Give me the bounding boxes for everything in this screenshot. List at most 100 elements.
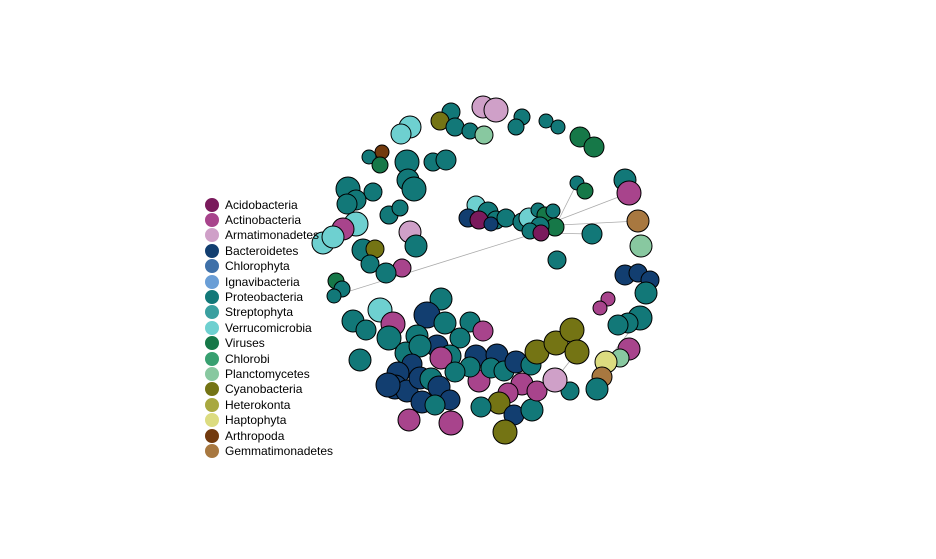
network-node [545, 203, 561, 219]
legend-item-chlorophyta: Chlorophyta [205, 259, 333, 274]
legend-item-proteobacteria: Proteobacteria [205, 289, 333, 305]
legend: Acidobacteria Actinobacteria Armatimonad… [205, 197, 333, 459]
network-node [564, 339, 590, 365]
network-node [559, 317, 585, 343]
legend-swatch [205, 351, 219, 366]
network-node [371, 156, 389, 174]
network-node [435, 149, 457, 171]
network-node [616, 180, 642, 206]
network-node [348, 348, 372, 372]
legend-swatch [205, 290, 219, 305]
legend-label: Proteobacteria [225, 290, 304, 305]
legend-label: Gemmatimonadetes [225, 443, 334, 458]
network-node [629, 234, 653, 258]
network-node [424, 394, 446, 416]
legend-item-haptophyta: Haptophyta [205, 412, 333, 428]
legend-swatch [205, 243, 219, 258]
network-node [634, 281, 658, 305]
legend-item-actinobacteria: Actinobacteria [205, 212, 333, 228]
network-node [375, 372, 401, 398]
legend-item-verrucomicrobia: Verrucomicrobia [205, 320, 333, 335]
network-node [397, 408, 421, 432]
network-node [376, 325, 402, 351]
network-node [492, 419, 518, 445]
network-node [361, 149, 377, 165]
network-node [538, 113, 554, 129]
legend-label: Cyanobacteria [225, 382, 303, 397]
network-node [444, 361, 466, 383]
network-node [526, 380, 548, 402]
network-node [474, 125, 494, 145]
network-node [438, 410, 464, 436]
legend-item-arthropoda: Arthropoda [205, 428, 333, 443]
legend-swatch [205, 274, 219, 289]
legend-swatch [205, 305, 219, 320]
network-node [336, 193, 358, 215]
network-node [404, 234, 428, 258]
network-node [585, 377, 609, 401]
network-nodes [311, 95, 660, 445]
legend-label: Streptophyta [225, 305, 294, 320]
legend-label: Armatimonadetes [225, 228, 320, 243]
legend-label: Ignavibacteria [225, 274, 300, 289]
network-node [429, 287, 453, 311]
legend-item-chlorobi: Chlorobi [205, 351, 333, 366]
network-node [507, 118, 525, 136]
legend-item-acidobacteria: Acidobacteria [205, 197, 333, 212]
network-node [542, 367, 568, 393]
network-node [433, 311, 457, 335]
legend-item-gemmatimonadetes: Gemmatimonadetes [205, 443, 333, 458]
legend-label: Heterokonta [225, 397, 291, 412]
network-node [375, 262, 397, 284]
legend-swatch [205, 428, 219, 443]
legend-label: Bacteroidetes [225, 243, 299, 258]
legend-label: Viruses [225, 336, 265, 351]
legend-label: Verrucomicrobia [225, 320, 312, 335]
legend-item-cyanobacteria: Cyanobacteria [205, 382, 333, 397]
network-node [445, 117, 465, 137]
network-node [547, 250, 567, 270]
legend-swatch [205, 320, 219, 335]
network-node [583, 136, 605, 158]
network-node [520, 398, 544, 422]
legend-swatch [205, 197, 219, 212]
network-node [449, 327, 471, 349]
legend-item-bacteroidetes: Bacteroidetes [205, 243, 333, 258]
legend-swatch [205, 336, 219, 351]
legend-swatch [205, 228, 219, 243]
legend-label: Actinobacteria [225, 213, 302, 228]
network-node [496, 208, 516, 228]
legend-item-ignavibacteria: Ignavibacteria [205, 274, 333, 289]
network-node [483, 97, 509, 123]
network-node [607, 314, 629, 336]
network-node [360, 254, 380, 274]
legend-swatch [205, 382, 219, 397]
legend-label: Haptophyta [225, 413, 287, 428]
legend-label: Acidobacteria [225, 197, 298, 212]
legend-swatch [205, 443, 219, 458]
network-node [355, 319, 377, 341]
network-node [483, 216, 499, 232]
network-node [550, 119, 566, 135]
legend-swatch [205, 259, 219, 274]
network-node [429, 346, 453, 370]
network-node [363, 182, 383, 202]
legend-label: Planctomycetes [225, 366, 310, 381]
network-node [532, 224, 550, 242]
legend-swatch [205, 366, 219, 381]
legend-swatch [205, 213, 219, 228]
network-node [408, 334, 432, 358]
legend-label: Chlorobi [225, 351, 270, 366]
network-node [470, 396, 492, 418]
legend-swatch [205, 397, 219, 412]
network-node [472, 320, 494, 342]
network-node [391, 199, 409, 217]
network-node [592, 300, 608, 316]
network-node [321, 225, 345, 249]
network-node [576, 182, 594, 200]
network-node [626, 209, 650, 233]
network-node [581, 223, 603, 245]
legend-item-planctomycetes: Planctomycetes [205, 366, 333, 381]
network-node [326, 288, 342, 304]
